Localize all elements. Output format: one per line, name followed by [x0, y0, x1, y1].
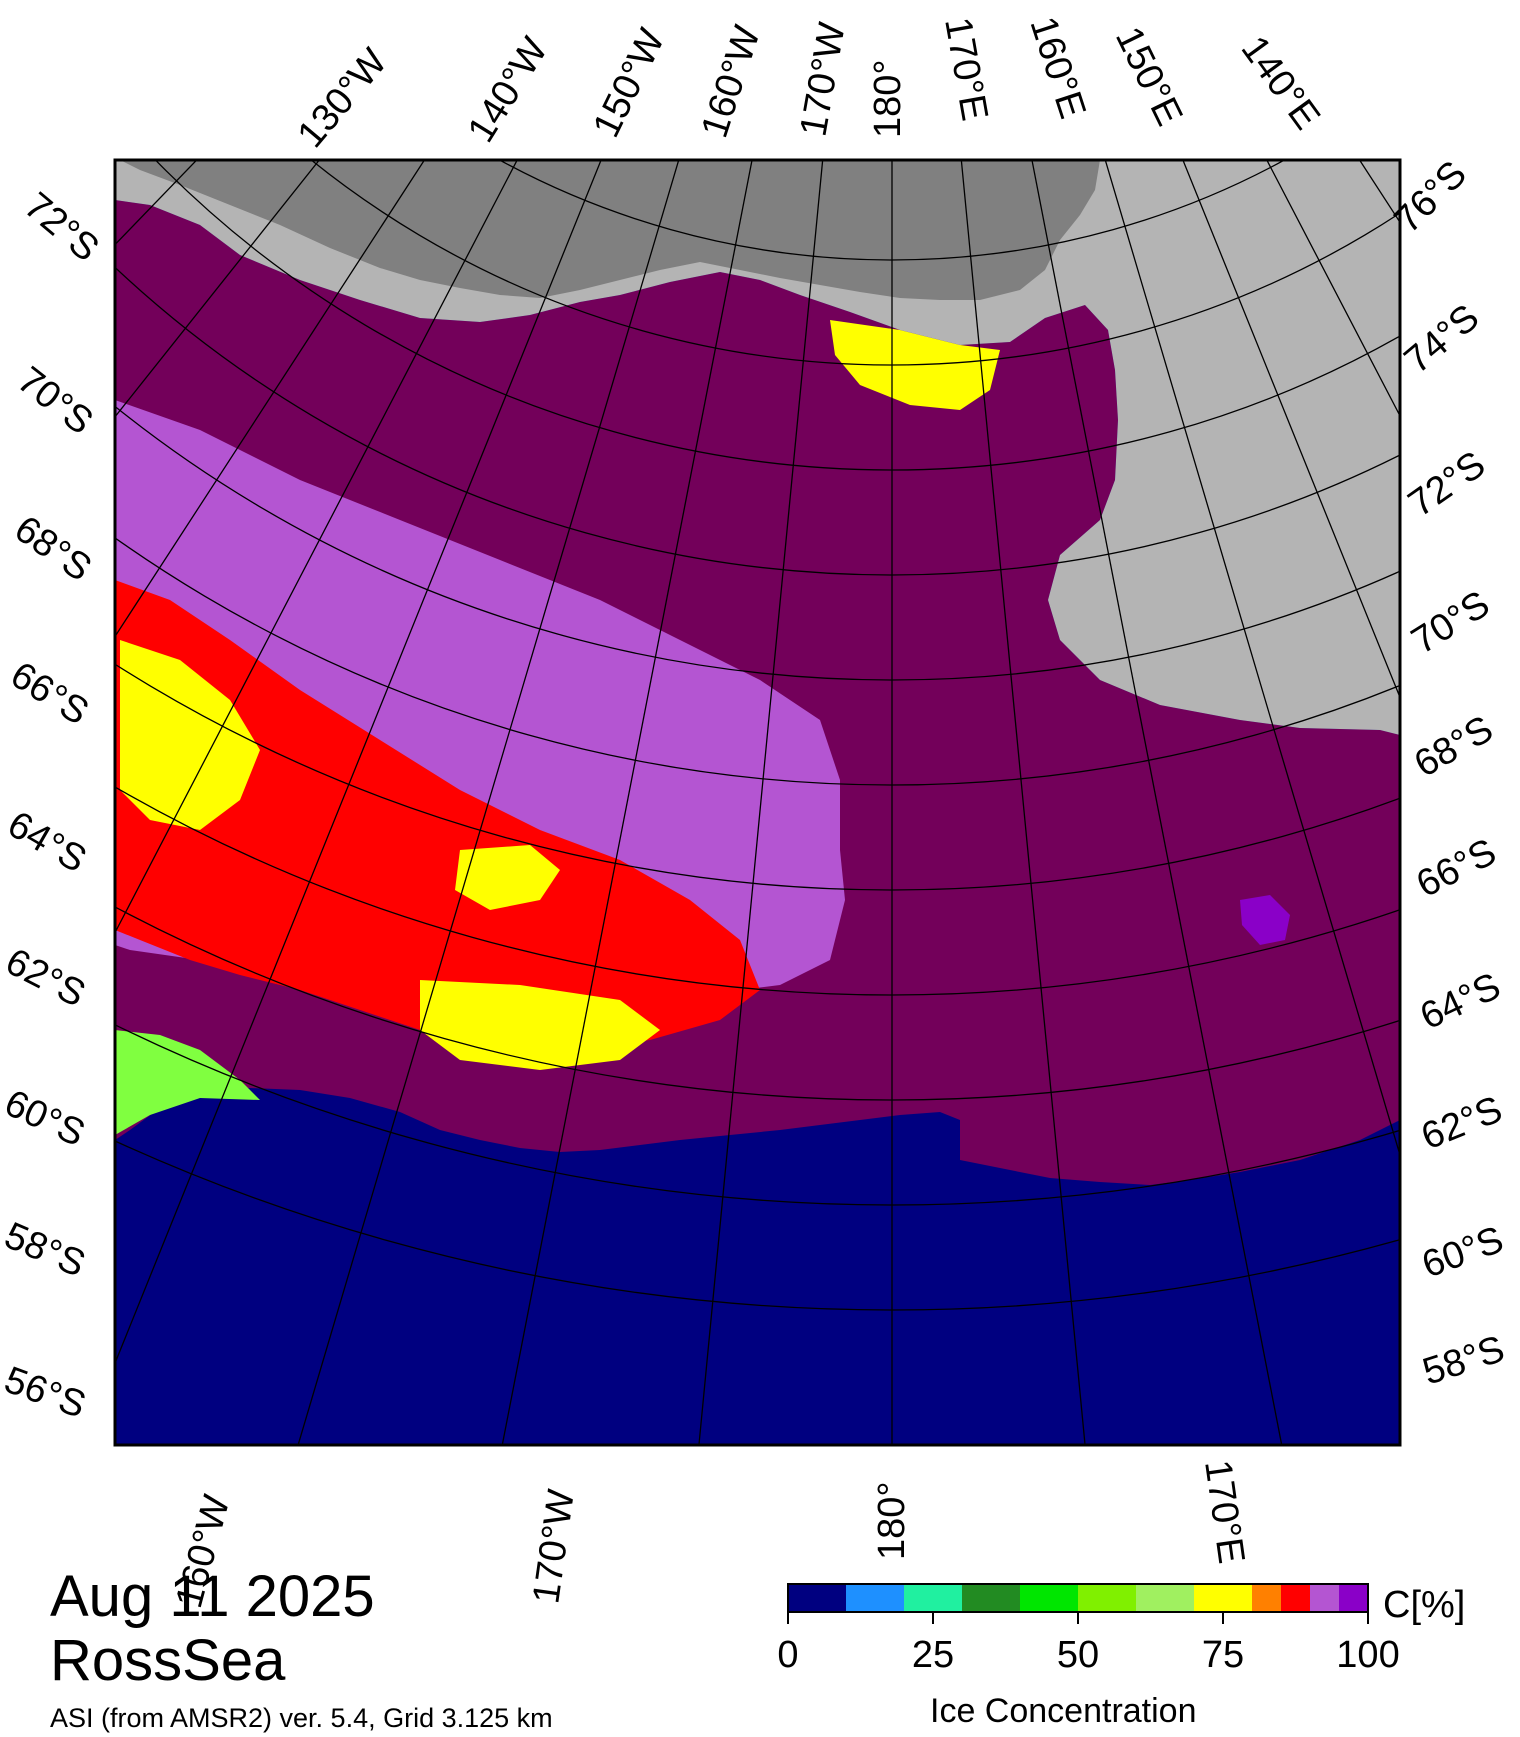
marginal-ice-patch	[455, 845, 560, 910]
colorbar-tick-label: 25	[911, 1634, 955, 1676]
right-latitude-labels: 76°S 74°S 72°S 70°S 68°S 66°S 64°S 62°S …	[1387, 153, 1510, 1393]
left-latitude-labels: 72°S 70°S 68°S 66°S 64°S 62°S 60°S 58°S …	[0, 185, 107, 1427]
data-source-caption: ASI (from AMSR2) ver. 5.4, Grid 3.125 km	[50, 1703, 553, 1733]
latitude-label: 66°S	[1410, 831, 1503, 906]
colorbar-tick-label: 100	[1336, 1634, 1400, 1676]
colorbar-bin	[1281, 1584, 1310, 1612]
latitude-label: 72°S	[16, 185, 106, 270]
longitude-label: 150°E	[1107, 21, 1190, 133]
latitude-label: 64°S	[1, 803, 94, 881]
ross-ice-shelf	[120, 160, 1100, 300]
map-date: Aug 11 2025	[50, 1564, 375, 1629]
latitude-label: 58°S	[0, 1215, 91, 1286]
antarctic-land	[115, 160, 1400, 735]
longitude-line	[115, 160, 426, 638]
colorbar-bin	[1252, 1584, 1281, 1612]
longitude-label: 140°E	[1233, 29, 1328, 138]
colorbar-tick-label: 0	[777, 1634, 799, 1676]
longitude-label: 160°E	[1021, 12, 1093, 124]
longitude-label: 160°W	[694, 21, 769, 143]
colorbar-bin	[962, 1584, 1020, 1612]
latitude-label: 74°S	[1397, 296, 1487, 381]
colorbar-bin	[788, 1584, 846, 1612]
colorbar-tick-label: 75	[1201, 1634, 1245, 1676]
latitude-label: 72°S	[1401, 443, 1493, 525]
colorbar-title: Ice Concentration	[930, 1692, 1197, 1730]
low-concentration-ice-zone	[115, 580, 760, 1050]
longitude-label: 170°E	[936, 14, 995, 124]
colorbar-bin	[1078, 1584, 1136, 1612]
colorbar-bin	[1136, 1584, 1194, 1612]
longitude-line	[1031, 160, 1283, 1445]
colorbar-bin	[1020, 1584, 1078, 1612]
latitude-label: 70°S	[1405, 583, 1497, 663]
colorbar-tick-label: 50	[1056, 1634, 1100, 1676]
longitude-label: 130°W	[290, 41, 396, 156]
colorbar-bin	[846, 1584, 904, 1612]
latitude-label: 58°S	[1418, 1328, 1510, 1394]
latitude-label: 68°S	[7, 508, 99, 590]
longitude-line	[501, 160, 753, 1445]
colorbar-bin	[1310, 1584, 1339, 1612]
longitude-label: 140°W	[460, 30, 556, 149]
latitude-label: 64°S	[1414, 965, 1507, 1038]
latitude-label: 70°S	[9, 359, 100, 443]
marginal-ice-patch	[120, 640, 260, 830]
longitude-line	[297, 160, 680, 1445]
longitude-line	[1182, 160, 1400, 700]
map-frame	[113, 158, 1402, 1447]
longitude-line	[698, 160, 824, 1445]
latitude-label: 60°S	[0, 1082, 91, 1155]
latitude-label: 60°S	[1417, 1219, 1509, 1287]
latitude-label: 62°S	[1416, 1088, 1509, 1158]
latitude-label: 56°S	[0, 1359, 91, 1427]
longitude-label: 180°	[871, 1481, 913, 1560]
colorbar	[787, 1583, 1369, 1624]
longitude-label: 170°E	[1196, 1457, 1252, 1566]
top-longitude-labels: 130°W 140°W 150°W 160°W 170°W 180° 170°E…	[290, 12, 1328, 156]
colorbar-bin	[1194, 1584, 1252, 1612]
colorbar-bin	[904, 1584, 962, 1612]
longitude-label: 170°W	[793, 19, 854, 139]
longitude-line	[960, 160, 1086, 1445]
longitude-label: 170°W	[525, 1487, 583, 1606]
region-name: RossSea	[50, 1628, 286, 1693]
colorbar-bin	[1339, 1584, 1368, 1612]
latitude-label: 66°S	[3, 654, 95, 734]
longitude-line	[1104, 160, 1400, 1158]
latitude-label: 68°S	[1408, 708, 1501, 786]
colorbar-unit: C[%]	[1383, 1584, 1466, 1626]
longitude-line	[115, 160, 518, 935]
polynya-patch	[1240, 895, 1290, 945]
bottom-longitude-labels: 160°W 170°W 180° 170°E	[168, 1457, 1252, 1612]
latitude-label: 62°S	[0, 941, 92, 1016]
longitude-line	[115, 160, 602, 1365]
longitude-label: 180°	[867, 59, 909, 138]
longitude-label: 150°W	[585, 23, 673, 144]
ice-edge-band	[115, 1030, 260, 1135]
